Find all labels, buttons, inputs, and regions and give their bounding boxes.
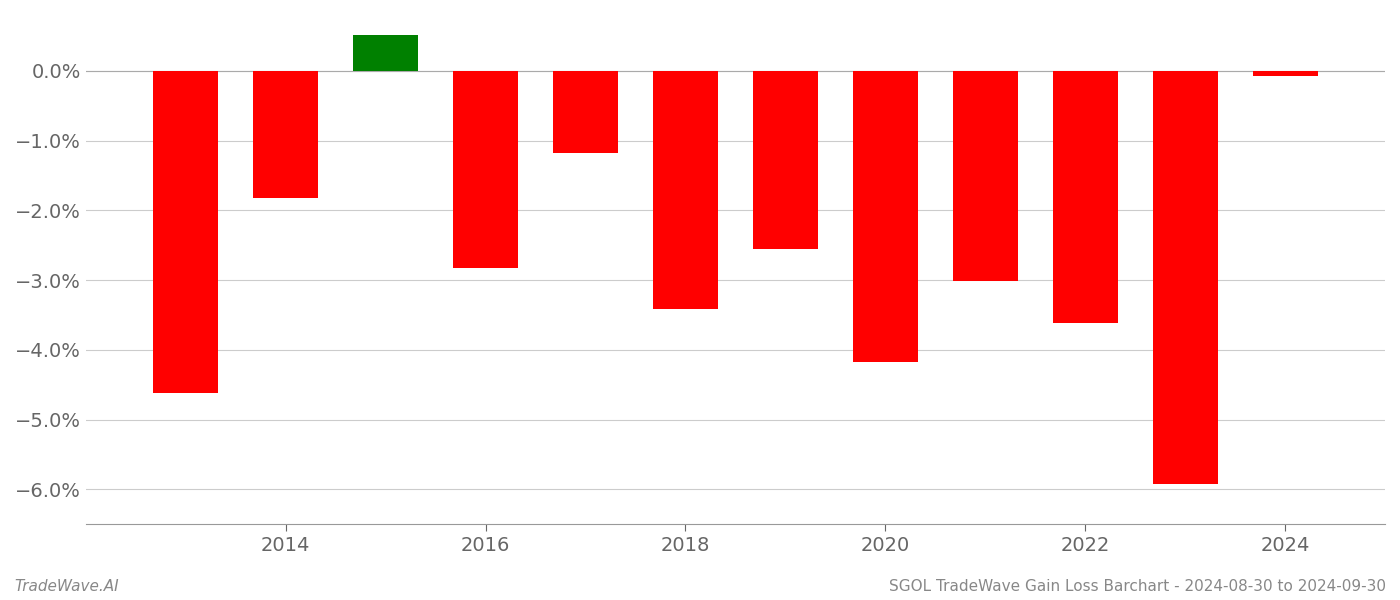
Text: SGOL TradeWave Gain Loss Barchart - 2024-08-30 to 2024-09-30: SGOL TradeWave Gain Loss Barchart - 2024… <box>889 579 1386 594</box>
Bar <box>553 71 617 153</box>
Text: TradeWave.AI: TradeWave.AI <box>14 579 119 594</box>
Bar <box>154 71 218 393</box>
Bar <box>253 71 318 198</box>
Bar <box>853 71 918 362</box>
Bar <box>652 71 718 310</box>
Bar <box>1053 71 1117 323</box>
Bar <box>1253 71 1317 76</box>
Bar <box>353 35 419 71</box>
Bar <box>953 71 1018 281</box>
Bar <box>1152 71 1218 484</box>
Bar <box>454 71 518 268</box>
Bar <box>753 71 818 248</box>
